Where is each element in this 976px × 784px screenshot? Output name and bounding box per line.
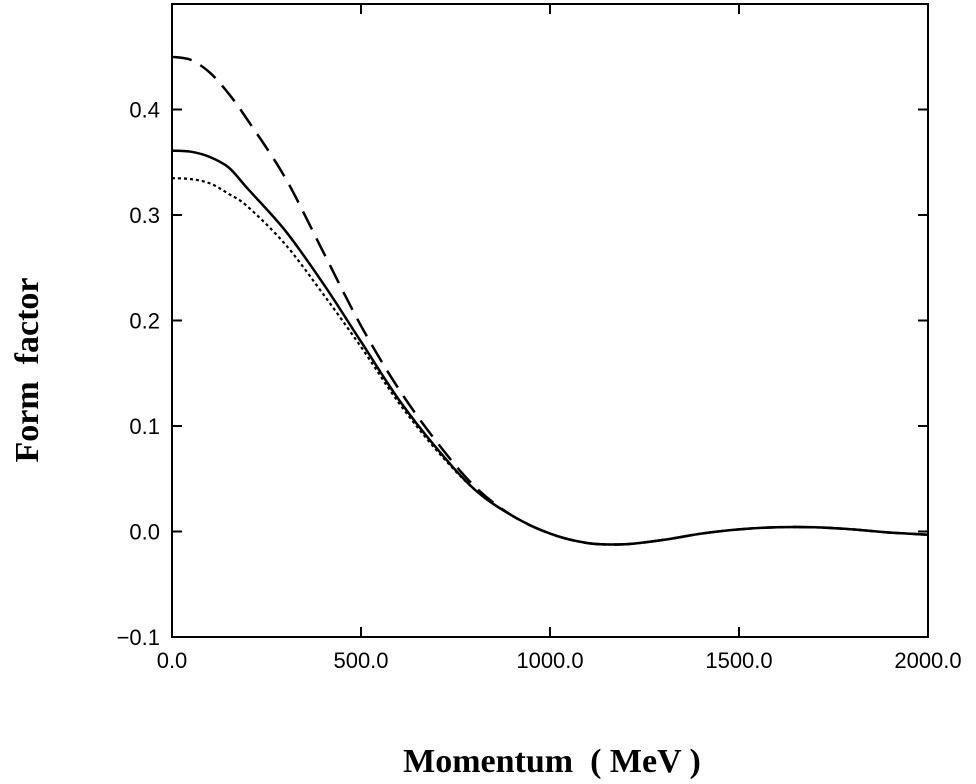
x-tick-label: 2000.0 bbox=[894, 648, 961, 673]
y-axis-title: Form factor bbox=[9, 277, 46, 462]
plot-frame bbox=[171, 3, 929, 638]
series-line-dotted bbox=[171, 177, 929, 546]
x-tick-label: 0.0 bbox=[157, 648, 188, 673]
series-line-dashed bbox=[171, 55, 929, 546]
x-tick-label: 500.0 bbox=[333, 648, 388, 673]
y-tick-label: 0.1 bbox=[129, 414, 160, 439]
x-axis-title: Momentum ( MeV ) bbox=[403, 743, 701, 780]
series-layer bbox=[171, 55, 929, 546]
y-tick-label: 0.3 bbox=[129, 203, 160, 228]
y-tick-label: 0.0 bbox=[129, 520, 160, 545]
series-line-solid bbox=[171, 149, 929, 546]
x-tick-label: 1500.0 bbox=[705, 648, 772, 673]
y-tick-label: 0.2 bbox=[129, 309, 160, 334]
y-tick-label: −0.1 bbox=[117, 625, 160, 650]
x-tick-label: 1000.0 bbox=[516, 648, 583, 673]
y-tick-label: 0.4 bbox=[129, 98, 160, 123]
ticks-layer: 0.0 500.0 1000.0 1500.0 2000.0−0.10.00.10.20… bbox=[117, 4, 962, 673]
